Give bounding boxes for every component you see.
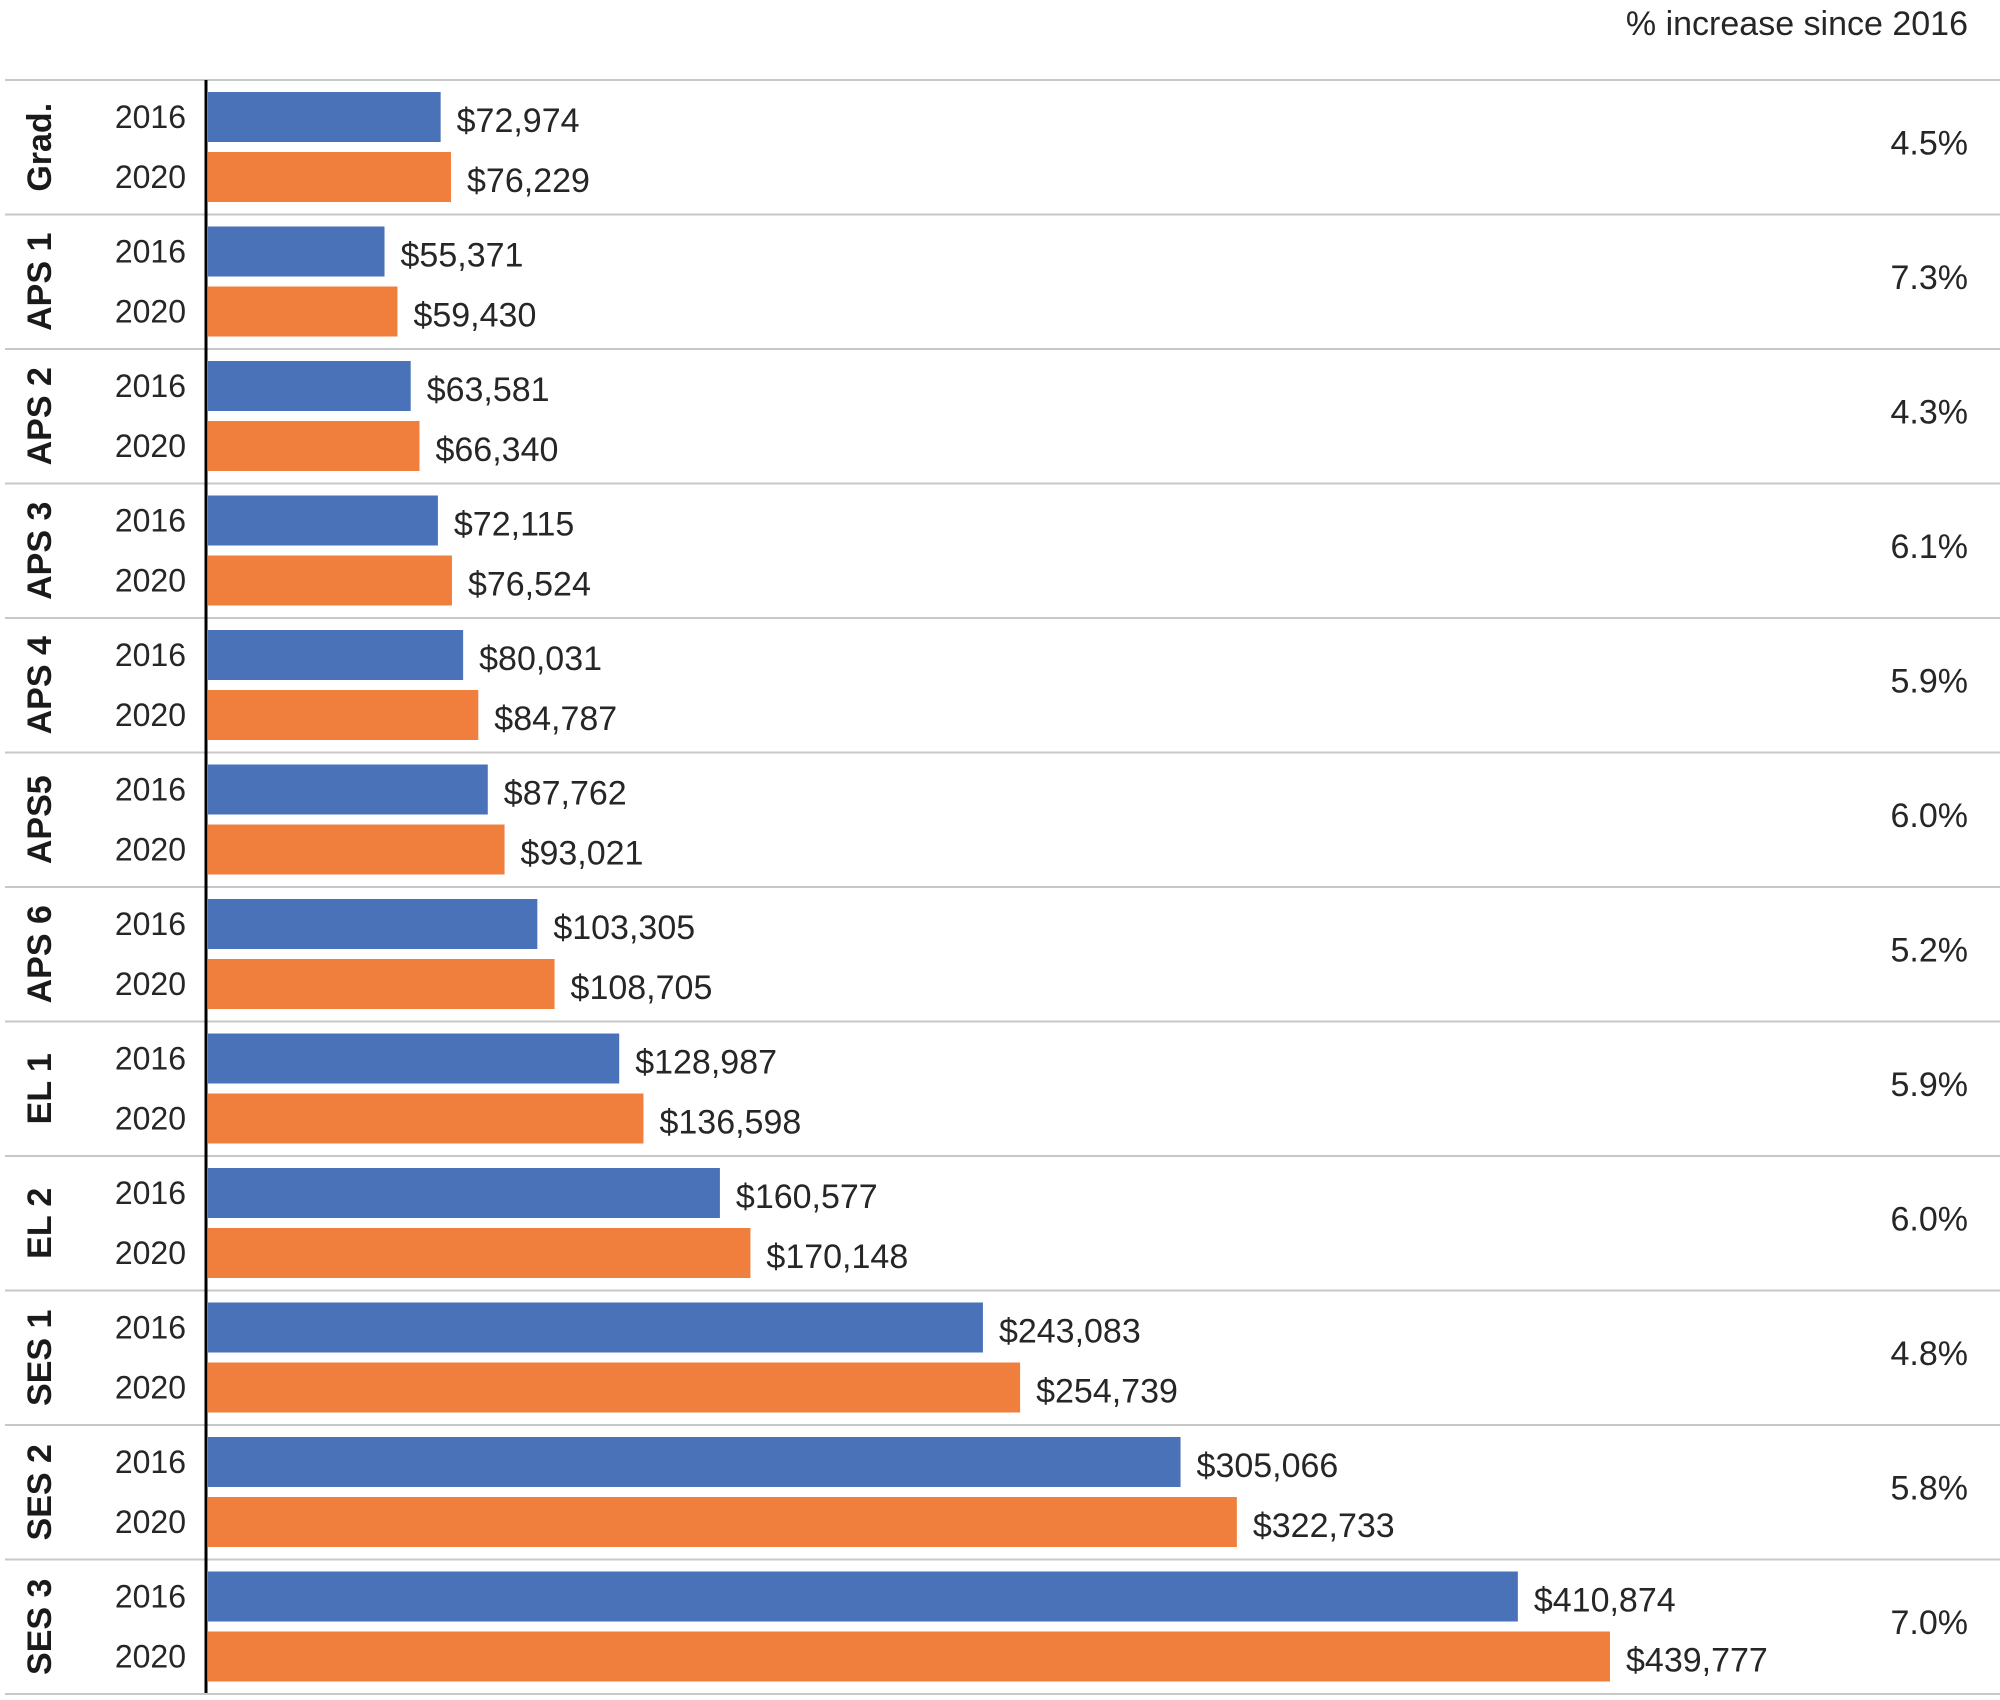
category-label: APS 6: [21, 905, 59, 1003]
year-label: 2016: [115, 1444, 186, 1480]
bar-2016: [208, 1302, 983, 1353]
value-label: $76,229: [467, 162, 590, 200]
year-label: 2016: [115, 1310, 186, 1346]
value-label: $59,430: [413, 297, 536, 335]
pct-increase-label: 5.9%: [1891, 662, 1969, 700]
year-label: 2016: [115, 368, 186, 404]
bar-2020: [208, 1497, 1237, 1547]
value-label: $55,371: [401, 237, 524, 275]
pct-increase-label: 4.3%: [1891, 393, 1969, 431]
category-label: EL 2: [21, 1188, 59, 1259]
category-label: APS 1: [21, 233, 59, 331]
pct-increase-label: 4.5%: [1891, 124, 1969, 162]
bar-2016: [208, 764, 488, 815]
year-label: 2016: [115, 99, 186, 135]
bar-2016: [208, 226, 385, 277]
pct-increase-label: 5.2%: [1891, 931, 1969, 969]
bar-2016: [208, 1033, 620, 1084]
bar-2020: [208, 152, 452, 202]
bar-2020: [208, 1093, 644, 1144]
pct-increase-label: 7.0%: [1891, 1604, 1969, 1642]
bar-2020: [208, 824, 505, 875]
year-label: 2020: [115, 563, 186, 599]
value-label: $170,148: [766, 1238, 908, 1276]
value-label: $128,987: [635, 1044, 777, 1082]
value-label: $136,598: [659, 1104, 801, 1142]
bar-2020: [208, 959, 555, 1009]
year-label: 2016: [115, 637, 186, 673]
year-label: 2016: [115, 503, 186, 539]
year-label: 2020: [115, 1101, 186, 1137]
value-label: $108,705: [571, 969, 713, 1007]
pct-increase-label: 6.0%: [1891, 1200, 1969, 1238]
value-label: $84,787: [494, 700, 617, 738]
category-label: SES 3: [21, 1579, 59, 1675]
value-label: $254,739: [1036, 1373, 1178, 1411]
category-label: APS 4: [21, 636, 59, 734]
pct-increase-header: % increase since 2016: [1626, 5, 1968, 43]
year-label: 2016: [115, 1041, 186, 1077]
year-label: 2020: [115, 1639, 186, 1675]
year-label: 2016: [115, 772, 186, 808]
bar-2020: [208, 1228, 751, 1278]
bar-2016: [208, 361, 411, 411]
pct-increase-label: 5.9%: [1891, 1066, 1969, 1104]
year-label: 2016: [115, 234, 186, 270]
bar-2016: [208, 1437, 1181, 1487]
value-label: $103,305: [553, 909, 695, 947]
year-label: 2020: [115, 832, 186, 868]
bar-2020: [208, 1631, 1610, 1682]
category-label: APS 2: [21, 367, 59, 465]
pct-increase-label: 5.8%: [1891, 1469, 1969, 1507]
bar-2020: [208, 690, 479, 740]
year-label: 2016: [115, 1175, 186, 1211]
category-label: APS 3: [21, 502, 59, 600]
value-label: $76,524: [468, 566, 591, 604]
year-label: 2016: [115, 1579, 186, 1615]
chart-rows: Grad. 2016 $72,974 2020 $76,229 4.5% APS 1 2016…: [5, 79, 2000, 1695]
category-label: SES 1: [21, 1310, 59, 1406]
pct-increase-label: 6.1%: [1891, 528, 1969, 566]
value-label: $66,340: [435, 431, 558, 469]
bar-2020: [208, 555, 452, 606]
category-label: APS5: [21, 775, 59, 864]
pct-increase-label: 4.8%: [1891, 1335, 1969, 1373]
value-label: $305,066: [1197, 1447, 1339, 1485]
year-label: 2020: [115, 1235, 186, 1271]
value-label: $439,777: [1626, 1642, 1768, 1680]
value-label: $93,021: [521, 835, 644, 873]
category-label: Grad.: [21, 103, 59, 192]
value-label: $72,974: [457, 102, 580, 140]
value-label: $410,874: [1534, 1582, 1676, 1620]
value-label: $322,733: [1253, 1507, 1395, 1545]
category-label: SES 2: [21, 1444, 59, 1540]
category-label: EL 1: [21, 1053, 59, 1124]
bar-2016: [208, 1168, 720, 1218]
bar-2016: [208, 92, 441, 142]
value-label: $63,581: [427, 371, 550, 409]
bar-2020: [208, 1362, 1021, 1413]
year-label: 2020: [115, 1504, 186, 1540]
pct-increase-label: 7.3%: [1891, 259, 1969, 297]
bar-2016: [208, 899, 538, 949]
year-label: 2016: [115, 906, 186, 942]
value-label: $72,115: [454, 506, 574, 544]
bar-2016: [208, 1571, 1518, 1622]
year-label: 2020: [115, 159, 186, 195]
bar-2016: [208, 495, 438, 546]
value-label: $243,083: [999, 1313, 1141, 1351]
pct-increase-label: 6.0%: [1891, 797, 1969, 835]
value-label: $160,577: [736, 1178, 878, 1216]
year-label: 2020: [115, 697, 186, 733]
year-label: 2020: [115, 1370, 186, 1406]
bar-2020: [208, 421, 420, 471]
year-label: 2020: [115, 966, 186, 1002]
bar-2016: [208, 630, 464, 680]
year-label: 2020: [115, 294, 186, 330]
year-label: 2020: [115, 428, 186, 464]
value-label: $80,031: [479, 640, 602, 678]
bar-2020: [208, 286, 398, 337]
value-label: $87,762: [504, 775, 627, 813]
